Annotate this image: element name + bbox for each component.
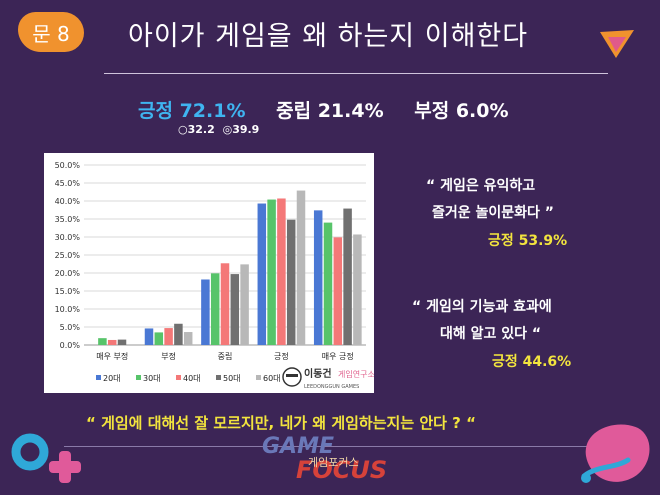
positive-sub-stat: ○32.2 — [178, 123, 215, 136]
quote-2-line1: “ 게임의 기능과 효과에 — [412, 299, 552, 315]
logo-lab: 게임연구소 — [338, 369, 374, 379]
bar-30대 — [323, 222, 333, 345]
logo-sub: LEEDONGGUN GAMES — [304, 384, 359, 390]
legend-label: 30대 — [143, 374, 161, 383]
title-divider — [104, 73, 608, 74]
legend-swatch — [256, 375, 261, 380]
bar-50대 — [230, 274, 240, 345]
bar-60대 — [296, 190, 306, 345]
bar-50대 — [286, 219, 296, 345]
x-tick-label: 부정 — [161, 351, 176, 361]
bar-60대 — [353, 234, 362, 345]
neutral-stat: 중립 21.4% — [276, 100, 384, 122]
bar-20대 — [313, 210, 323, 345]
bar-50대 — [117, 339, 127, 345]
bar-40대 — [164, 328, 173, 345]
y-tick-label: 30.0% — [55, 233, 81, 242]
y-tick-label: 50.0% — [55, 161, 81, 170]
y-tick-label: 45.0% — [55, 179, 81, 188]
logo-name: 이동건 — [304, 367, 332, 380]
legend-label: 40대 — [183, 374, 201, 383]
plus-deco-icon — [49, 451, 81, 483]
blob-deco-icon — [581, 424, 650, 483]
bar-60대 — [183, 332, 193, 345]
bottom-divider — [64, 446, 594, 447]
bar-40대 — [107, 339, 117, 345]
y-tick-label: 35.0% — [55, 215, 81, 224]
bar-30대 — [210, 273, 220, 345]
page-title: 아이가 게임을 왜 하는지 이해한다 — [128, 21, 529, 52]
quote-1: “ 게임은 유익하고 즐거운 놀이문화다 ” 긍정 53.9% — [426, 175, 567, 250]
x-tick-label: 매우 긍정 — [322, 351, 354, 361]
bar-30대 — [98, 338, 107, 345]
quote-1-line1: “ 게임은 유익하고 — [426, 178, 536, 194]
bar-40대 — [277, 198, 286, 345]
bar-30대 — [267, 199, 276, 345]
question-badge: 문 8 — [18, 12, 84, 52]
bar-chart: 0.0% 5.0% 10.0% 15.0% 20.0% 25.0% 30.0% 35.0% 40… — [44, 153, 375, 393]
y-tick-label: 15.0% — [55, 287, 81, 296]
legend-swatch — [96, 375, 101, 380]
bar-60대 — [240, 264, 249, 345]
y-tick-label: 25.0% — [55, 251, 81, 260]
legend-swatch — [216, 375, 221, 380]
bar-50대 — [174, 323, 183, 345]
x-tick-label: 중립 — [218, 352, 233, 361]
footer-logo-sub: 게임포커스 — [308, 456, 359, 469]
positive-breakdown: ○32.2 ◎39.9 — [178, 123, 263, 136]
bar-20대 — [257, 203, 267, 345]
y-tick-label: 0.0% — [60, 341, 81, 350]
bar-40대 — [333, 237, 343, 345]
x-tick-label: 매우 부정 — [96, 351, 128, 361]
quote-2-line2: 대해 알고 있다 “ — [440, 326, 542, 342]
negative-stat: 부정 6.0% — [414, 100, 509, 122]
summary-stats: 긍정 72.1% 중립 21.4% 부정 6.0% — [138, 96, 509, 123]
legend-label: 50대 — [223, 374, 241, 383]
triangle-deco-icon — [600, 30, 634, 58]
logo-glasses-icon — [286, 374, 298, 377]
bar-chart-svg: 0.0% 5.0% 10.0% 15.0% 20.0% 25.0% 30.0% 35.0% 40… — [55, 161, 375, 390]
y-tick-label: 10.0% — [55, 305, 81, 314]
very-positive-sub-stat: ◎39.9 — [222, 123, 260, 136]
positive-stat: 긍정 72.1% — [138, 100, 246, 122]
bar-20대 — [201, 279, 210, 345]
quote-1-stat: 긍정 53.9% — [488, 233, 568, 249]
quote-2-stat: 긍정 44.6% — [492, 354, 572, 370]
legend-label: 60대 — [263, 374, 281, 383]
x-tick-label: 긍정 — [274, 351, 289, 361]
footer-logo-word2: FOCUS — [296, 456, 388, 484]
legend-label: 20대 — [103, 374, 121, 383]
quote-2: “ 게임의 기능과 효과에 대해 알고 있다 “ 긍정 44.6% — [412, 296, 571, 371]
ring-deco-icon — [11, 433, 49, 471]
bottom-quote: “ 게임에 대해선 잘 모르지만, 네가 왜 게임하는지는 안다 ? “ — [86, 414, 476, 432]
y-tick-label: 20.0% — [55, 269, 81, 278]
footer-logo-word1: GAME — [262, 434, 335, 459]
legend-swatch — [176, 375, 181, 380]
bar-30대 — [154, 332, 164, 345]
y-tick-label: 40.0% — [55, 197, 81, 206]
legend-swatch — [136, 375, 141, 380]
footer-logo: GAME FOCUS 게임포커스 — [256, 430, 406, 490]
bar-50대 — [343, 208, 352, 345]
bar-20대 — [144, 328, 154, 345]
y-tick-label: 5.0% — [60, 323, 81, 332]
bar-40대 — [220, 263, 230, 345]
quote-1-line2: 즐거운 놀이문화다 ” — [432, 205, 554, 221]
